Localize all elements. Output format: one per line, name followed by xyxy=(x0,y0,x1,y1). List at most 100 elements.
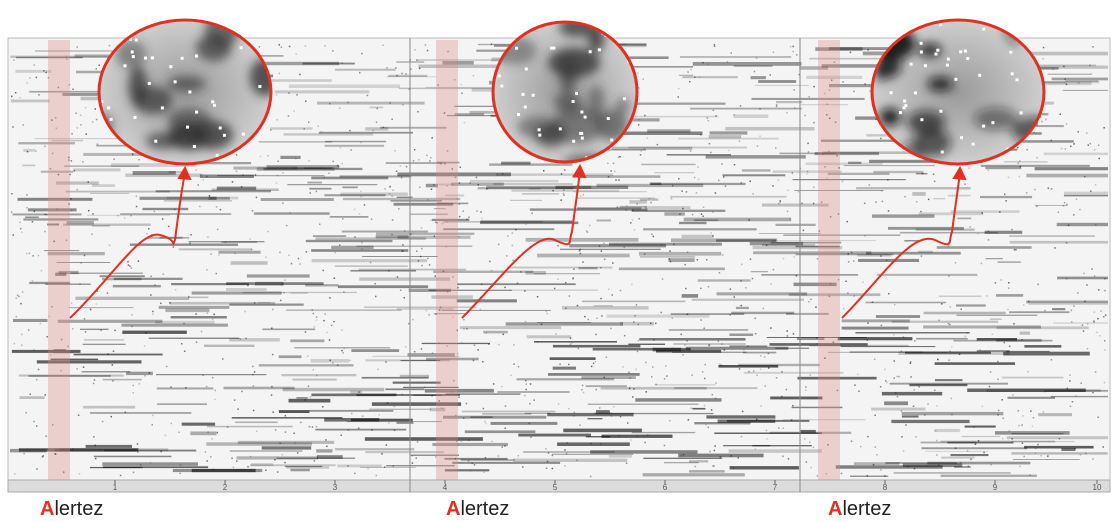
texture-speck xyxy=(863,202,866,205)
zoom-dot xyxy=(131,55,135,59)
texture-stroke xyxy=(769,431,852,434)
texture-stroke xyxy=(286,466,329,469)
zoom-dot xyxy=(517,113,520,117)
texture-speck xyxy=(682,354,684,356)
texture-speck xyxy=(165,365,168,368)
texture-speck xyxy=(206,269,208,271)
texture-speck xyxy=(412,318,414,321)
texture-speck xyxy=(563,189,565,191)
texture-stroke xyxy=(562,306,649,310)
texture-speck xyxy=(218,254,220,256)
texture-speck xyxy=(678,88,680,90)
texture-stroke xyxy=(34,138,127,140)
texture-stroke xyxy=(994,431,1070,435)
texture-stroke xyxy=(139,196,217,200)
texture-stroke xyxy=(1034,204,1068,206)
zoom-dot xyxy=(939,23,943,27)
texture-speck xyxy=(382,126,385,129)
zoom-dot xyxy=(580,136,584,140)
texture-speck xyxy=(941,303,943,305)
zoom-dot xyxy=(911,23,915,27)
texture-speck xyxy=(1079,208,1081,211)
texture-speck xyxy=(1063,202,1066,204)
texture-stroke xyxy=(772,240,877,242)
texture-speck xyxy=(124,411,127,414)
texture-speck xyxy=(1000,279,1002,281)
zoom-dot xyxy=(213,103,216,107)
texture-speck xyxy=(756,418,758,421)
texture-speck xyxy=(753,70,756,73)
texture-stroke xyxy=(620,115,719,118)
texture-stroke xyxy=(231,417,343,419)
texture-stroke xyxy=(142,207,189,211)
texture-speck xyxy=(686,340,688,342)
texture-speck xyxy=(79,283,81,285)
texture-speck xyxy=(884,368,886,371)
texture-speck xyxy=(530,436,532,438)
texture-speck xyxy=(1100,310,1102,312)
texture-speck xyxy=(792,45,794,48)
texture-speck xyxy=(818,230,821,232)
texture-speck xyxy=(634,315,636,317)
texture-speck xyxy=(361,52,363,55)
texture-stroke xyxy=(311,259,427,263)
texture-speck xyxy=(650,322,652,324)
zoom-dot xyxy=(971,142,975,146)
texture-speck xyxy=(755,57,758,59)
texture-speck xyxy=(1036,157,1038,159)
texture-stroke xyxy=(226,282,324,285)
texture-speck xyxy=(1086,284,1088,286)
texture-stroke xyxy=(470,179,559,183)
texture-speck xyxy=(482,407,485,410)
texture-speck xyxy=(233,399,236,401)
texture-speck xyxy=(824,357,826,359)
texture-speck xyxy=(35,378,38,381)
texture-speck xyxy=(668,258,671,260)
texture-speck xyxy=(333,320,335,323)
zoom-dot xyxy=(580,110,584,114)
texture-stroke xyxy=(324,194,386,197)
texture-speck xyxy=(603,258,606,261)
texture-speck xyxy=(611,294,613,296)
texture-speck xyxy=(805,386,807,388)
texture-speck xyxy=(525,383,527,385)
texture-speck xyxy=(947,322,950,325)
texture-stroke xyxy=(725,127,815,131)
texture-stroke xyxy=(250,79,332,82)
texture-speck xyxy=(685,287,687,290)
texture-stroke xyxy=(666,154,731,156)
texture-speck xyxy=(813,186,815,189)
texture-stroke xyxy=(935,379,963,382)
texture-stroke xyxy=(23,148,36,152)
texture-stroke xyxy=(709,131,748,135)
texture-speck xyxy=(739,105,742,107)
texture-speck xyxy=(405,73,407,75)
texture-speck xyxy=(386,67,388,69)
texture-speck xyxy=(1090,190,1092,192)
texture-speck xyxy=(214,398,216,401)
texture-stroke xyxy=(761,274,859,276)
texture-speck xyxy=(391,233,393,236)
texture-speck xyxy=(357,427,360,429)
texture-speck xyxy=(424,44,427,46)
texture-speck xyxy=(1030,410,1032,412)
texture-stroke xyxy=(940,440,1056,443)
texture-speck xyxy=(672,347,674,350)
texture-speck xyxy=(751,277,754,280)
texture-speck xyxy=(1093,321,1095,323)
texture-speck xyxy=(954,262,957,264)
texture-speck xyxy=(127,264,130,266)
texture-speck xyxy=(805,461,808,463)
texture-stroke xyxy=(611,146,693,150)
texture-speck xyxy=(67,345,69,348)
texture-speck xyxy=(630,222,632,224)
texture-stroke xyxy=(10,99,50,103)
tick-label: 9 xyxy=(993,483,998,492)
texture-speck xyxy=(111,364,114,366)
texture-speck xyxy=(806,173,808,175)
texture-stroke xyxy=(749,242,804,246)
texture-speck xyxy=(343,347,345,350)
texture-speck xyxy=(576,304,579,307)
texture-stroke xyxy=(641,163,696,166)
texture-speck xyxy=(656,143,659,146)
